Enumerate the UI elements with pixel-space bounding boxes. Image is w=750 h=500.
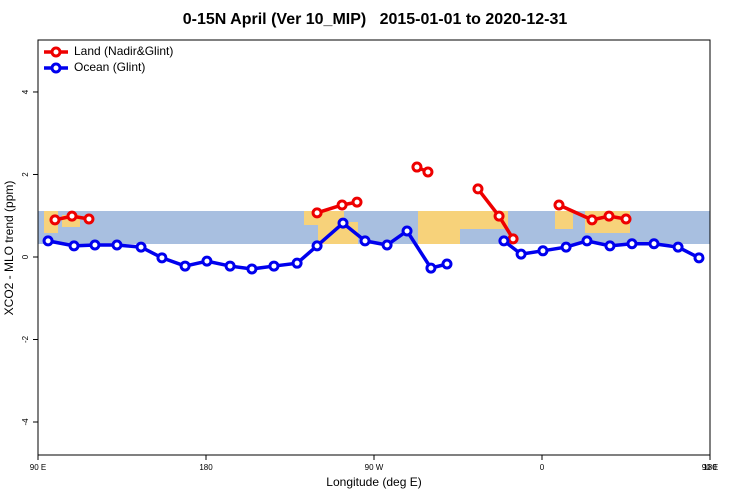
point [268,260,280,272]
point [68,240,80,252]
point [336,199,348,211]
point [648,238,660,250]
point [422,166,434,178]
point [111,239,123,251]
point [42,235,54,247]
point [620,213,632,225]
point [441,258,453,270]
point [351,196,363,208]
point [626,238,638,250]
x-tick-label: 90 E [30,463,46,472]
point [179,260,191,272]
point [604,240,616,252]
point [89,239,101,251]
y-axis-label: XCO2 - MLO trend (ppm) [2,181,16,316]
point [672,241,684,253]
point [553,199,565,211]
point [291,257,303,269]
point [83,213,95,225]
y-tick-label: 4 [21,89,30,94]
x-tick-label: 90 E [702,463,718,472]
legend-label: Ocean (Glint) [74,60,145,74]
point [66,210,78,222]
point [311,207,323,219]
point [381,239,393,251]
legend-marker [50,62,62,74]
point [603,210,615,222]
point [425,262,437,274]
point [401,225,413,237]
point [493,210,505,222]
point [135,241,147,253]
point [337,217,349,229]
x-axis-label: Longitude (deg E) [326,475,421,489]
point [49,214,61,226]
point [359,235,371,247]
point [472,183,484,195]
point [581,235,593,247]
x-tick-label: 180 [703,463,717,472]
point [201,255,213,267]
x-tick-label: 0 [540,463,545,472]
legend-marker [50,46,62,58]
chart-title: 0-15N April (Ver 10_MIP) 2015-01-01 to 2… [183,11,568,28]
point [693,252,705,264]
point [411,161,423,173]
point [156,252,168,264]
point [537,245,549,257]
point [507,233,519,245]
point [246,263,258,275]
point [560,241,572,253]
y-tick-label: -4 [21,418,30,426]
point [586,214,598,226]
y-tick-label: 0 [21,254,30,259]
point [311,240,323,252]
point [498,235,510,247]
legend-label: Land (Nadir&Glint) [74,44,173,58]
x-tick-label: 180 [199,463,213,472]
x-tick-label: 90 W [365,463,384,472]
y-tick-label: 2 [21,172,30,177]
point [515,248,527,260]
y-tick-label: -2 [21,335,30,343]
point [224,260,236,272]
